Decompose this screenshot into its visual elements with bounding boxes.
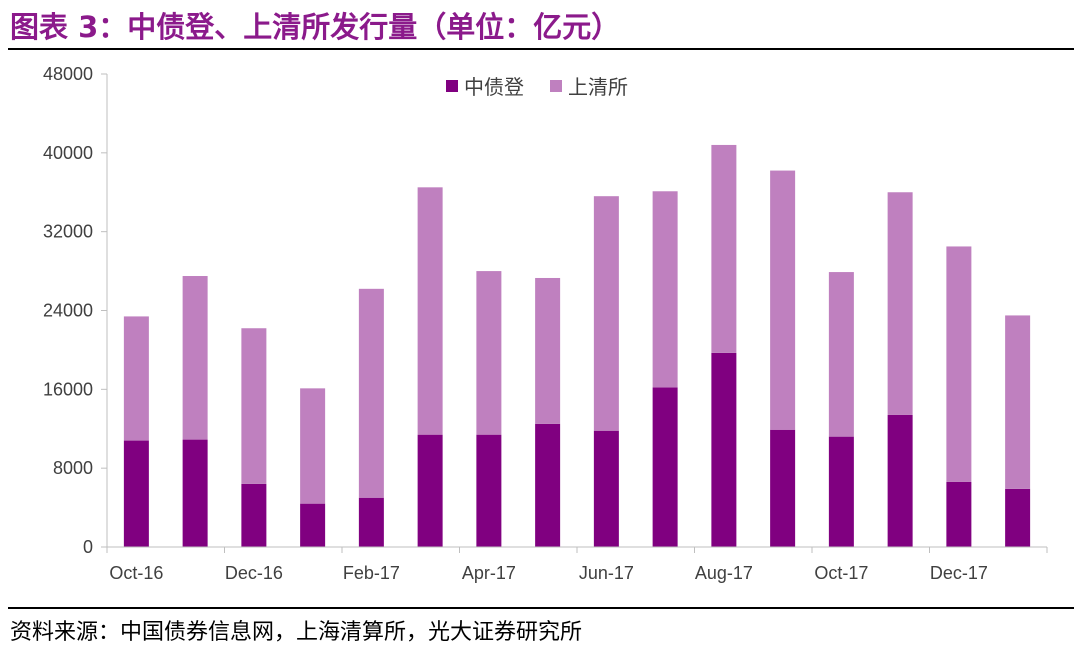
x-tick-label: Dec-17 — [930, 563, 988, 583]
bar-series1-Dec-16 — [241, 483, 267, 547]
x-tick-label: Jun-17 — [579, 563, 634, 583]
y-tick-label: 0 — [83, 537, 93, 557]
x-tick-label: Apr-17 — [462, 563, 516, 583]
bar-series2-Mar-17 — [417, 187, 443, 435]
bar-series2-Jun-17 — [593, 196, 619, 431]
source-note: 资料来源：中国债券信息网，上海清算所，光大证券研究所 — [10, 620, 583, 645]
bar-series1-Jul-17 — [652, 387, 678, 547]
bar-series1-Apr-17 — [476, 434, 502, 547]
y-tick-label: 16000 — [43, 379, 93, 399]
stacked-bar-chart: 48000 40000 32000 24000 16000 8000 0 Oct-16 Dec… — [43, 64, 1048, 583]
x-tick-label: Oct-17 — [814, 563, 868, 583]
legend-swatch-series2 — [550, 80, 562, 92]
bar-series2-Jan-17 — [300, 388, 326, 504]
bar-series1-Jan-18 — [1005, 488, 1031, 547]
bar-series2-Dec-16 — [241, 328, 267, 484]
bar-series1-Mar-17 — [417, 434, 443, 547]
x-tick-label: Aug-17 — [695, 563, 753, 583]
bottom-rule — [8, 607, 1074, 609]
bar-series1-Sep-17 — [770, 429, 796, 547]
bar-series2-Dec-17 — [946, 246, 972, 482]
y-tick-label: 32000 — [43, 222, 93, 242]
bar-series2-Nov-17 — [887, 192, 913, 415]
bar-series1-Jun-17 — [593, 430, 619, 547]
bar-series2-Nov-16 — [182, 276, 208, 440]
y-tick-label: 40000 — [43, 143, 93, 163]
y-tick-label: 24000 — [43, 301, 93, 321]
bar-series2-Aug-17 — [711, 144, 737, 353]
bar-series1-Nov-17 — [887, 414, 913, 547]
y-tick-label: 48000 — [43, 64, 93, 84]
legend-label-series1: 中债登 — [464, 75, 524, 99]
bar-series1-Jan-17 — [300, 503, 326, 547]
bar-series1-May-17 — [535, 423, 561, 547]
bar-series1-Oct-17 — [828, 436, 854, 547]
bar-series2-Sep-17 — [770, 170, 796, 430]
legend-swatch-series1 — [446, 80, 458, 92]
x-tick-label: Dec-16 — [225, 563, 283, 583]
bar-series2-Jan-18 — [1005, 315, 1031, 489]
y-tick-label: 8000 — [53, 458, 93, 478]
legend-label-series2: 上清所 — [568, 75, 628, 99]
bar-series1-Nov-16 — [182, 439, 208, 547]
bar-series2-Oct-16 — [123, 316, 149, 441]
x-tick-label: Feb-17 — [343, 563, 400, 583]
y-axis: 48000 40000 32000 24000 16000 8000 0 — [43, 64, 108, 557]
chart-title: 图表 3：中债登、上清所发行量（单位：亿元） — [10, 10, 621, 44]
legend: 中债登 上清所 — [446, 75, 628, 99]
bar-series2-Apr-17 — [476, 271, 502, 435]
bars-group — [123, 144, 1031, 547]
x-tick-label: Oct-16 — [109, 563, 163, 583]
bar-series2-Oct-17 — [828, 272, 854, 437]
bar-series1-Feb-17 — [358, 497, 384, 547]
bar-series2-Feb-17 — [358, 288, 384, 498]
top-rule — [8, 48, 1074, 50]
x-axis: Oct-16 Dec-16 Feb-17 Apr-17 Jun-17 Aug-17 Oct-… — [106, 546, 1048, 583]
bar-series2-May-17 — [535, 277, 561, 424]
bar-series1-Aug-17 — [711, 352, 737, 547]
bar-series1-Dec-17 — [946, 481, 972, 547]
bar-series2-Jul-17 — [652, 191, 678, 388]
bar-series1-Oct-16 — [123, 440, 149, 547]
